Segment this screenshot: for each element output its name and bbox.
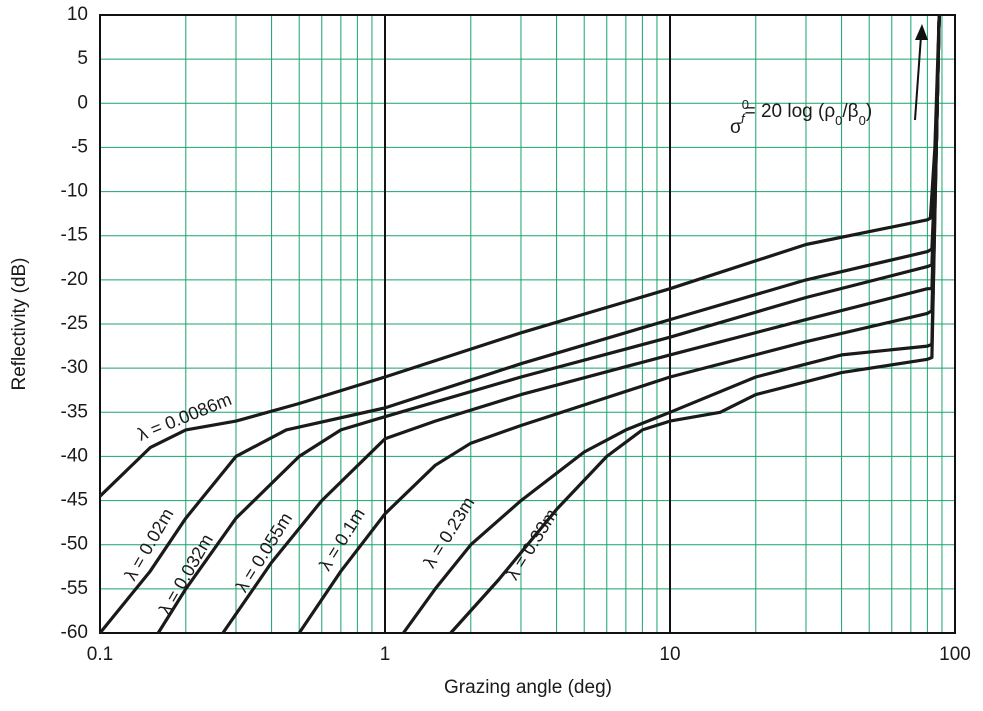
series-label: λ = 0.1m xyxy=(315,505,369,575)
y-tick-label: 5 xyxy=(77,48,88,69)
annotation-part: 0 xyxy=(835,113,842,128)
y-tick-label: -5 xyxy=(71,136,88,157)
line xyxy=(98,14,941,498)
annotation-part: 0 xyxy=(859,113,866,128)
y-tick-label: 0 xyxy=(77,92,88,113)
arrow-head xyxy=(915,24,928,40)
annotation: σ0 f= 20 log (ρ0/β0) xyxy=(730,97,872,138)
x-tick-label: 1 xyxy=(380,644,391,665)
annotation-part: /β xyxy=(842,101,858,122)
y-tick-label: -50 xyxy=(61,534,88,555)
y-tick-label: 10 xyxy=(67,4,88,25)
y-tick-label: -45 xyxy=(61,490,88,511)
y-tick-label: -40 xyxy=(61,445,88,466)
x-tick-label: 100 xyxy=(939,644,971,665)
y-axis-label: Reflectivity (dB) xyxy=(9,257,30,390)
annotation-part: σ xyxy=(730,117,742,138)
line xyxy=(449,14,941,635)
annotation-part: ) xyxy=(866,101,872,122)
annotation-part: = 20 log (ρ xyxy=(745,101,836,122)
annotation-part: 0 xyxy=(742,97,749,112)
series-label: λ = 0.23m xyxy=(419,493,478,571)
y-tick-label: -20 xyxy=(61,269,88,290)
series-label: λ = 0.0086m xyxy=(135,389,235,445)
y-tick-label: -15 xyxy=(61,225,88,246)
arrow-shaft xyxy=(914,35,922,121)
y-tick-label: -30 xyxy=(61,357,88,378)
plot-border xyxy=(99,14,956,634)
series-label: λ = 0.055m xyxy=(232,509,296,596)
y-tick-label: -25 xyxy=(61,313,88,334)
y-tick-label: -55 xyxy=(61,578,88,599)
x-tick-label: 10 xyxy=(659,644,680,665)
x-tick-label: 0.1 xyxy=(87,644,113,665)
y-tick-label: -60 xyxy=(61,622,88,643)
y-tick-label: -35 xyxy=(61,401,88,422)
x-axis-label: Grazing angle (deg) xyxy=(444,677,612,698)
annotation-part: f xyxy=(741,111,746,126)
y-tick-label: -10 xyxy=(61,181,88,202)
